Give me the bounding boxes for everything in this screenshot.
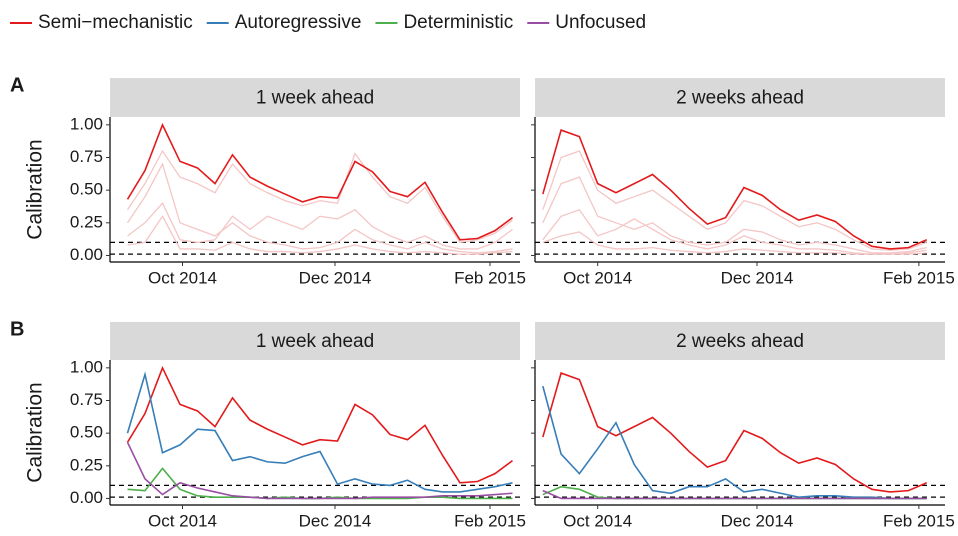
series-line xyxy=(542,489,927,500)
series-line xyxy=(542,385,927,500)
legend-label: Unfocused xyxy=(555,12,646,33)
strip xyxy=(110,78,520,117)
series-line xyxy=(542,372,928,493)
series-line xyxy=(542,176,927,254)
x-tick-label: Feb 2015 xyxy=(454,268,526,287)
y-tick-label: 0.75 xyxy=(70,147,103,166)
x-tick-label: Dec 2014 xyxy=(721,268,794,287)
y-tick-label: 0.25 xyxy=(70,212,103,231)
x-tick-label: Dec 2014 xyxy=(721,511,794,530)
series-line xyxy=(126,441,513,500)
y-tick-label: 1.00 xyxy=(70,357,103,376)
panel-label: B xyxy=(10,318,24,340)
strip-title: 1 week ahead xyxy=(256,331,374,352)
series-line xyxy=(542,129,928,250)
series-line xyxy=(126,365,513,484)
x-tick-label: Feb 2015 xyxy=(883,268,955,287)
x-tick-label: Dec 2014 xyxy=(299,511,372,530)
y-axis-title: Calibration xyxy=(24,139,47,239)
y-tick-label: 0.00 xyxy=(70,245,103,264)
series-line xyxy=(127,467,513,500)
series-line xyxy=(127,202,513,250)
legend-label: Semi−mechanistic xyxy=(38,12,193,33)
y-tick-label: 0.50 xyxy=(70,180,103,199)
y-axis-title: Calibration xyxy=(24,382,47,482)
y-tick-label: 1.00 xyxy=(70,114,103,133)
legend-label: Deterministic xyxy=(403,12,513,33)
y-tick-label: 0.50 xyxy=(70,423,103,442)
strip-title: 2 weeks ahead xyxy=(676,88,804,109)
y-tick-label: 0.25 xyxy=(70,455,103,474)
strip xyxy=(110,322,520,360)
strip xyxy=(535,78,945,117)
x-tick-label: Oct 2014 xyxy=(563,268,632,287)
y-tick-label: 0.00 xyxy=(70,488,103,507)
x-tick-label: Oct 2014 xyxy=(148,511,217,530)
series-line xyxy=(126,162,513,254)
series-line xyxy=(542,208,927,255)
series-line xyxy=(542,150,927,251)
series-line xyxy=(126,149,513,244)
series-line xyxy=(542,231,927,255)
panel-label: A xyxy=(10,74,24,96)
strip-title: 2 weeks ahead xyxy=(676,331,804,352)
x-tick-label: Feb 2015 xyxy=(454,511,526,530)
x-tick-label: Feb 2015 xyxy=(883,511,955,530)
x-tick-label: Oct 2014 xyxy=(148,268,217,287)
strip xyxy=(535,322,945,360)
series-line xyxy=(126,122,513,241)
legend-label: Autoregressive xyxy=(235,12,362,33)
y-tick-label: 0.75 xyxy=(70,390,103,409)
x-tick-label: Dec 2014 xyxy=(299,268,372,287)
series-line xyxy=(127,215,513,255)
x-tick-label: Oct 2014 xyxy=(563,511,632,530)
series-line xyxy=(126,371,513,493)
strip-title: 1 week ahead xyxy=(256,88,374,109)
